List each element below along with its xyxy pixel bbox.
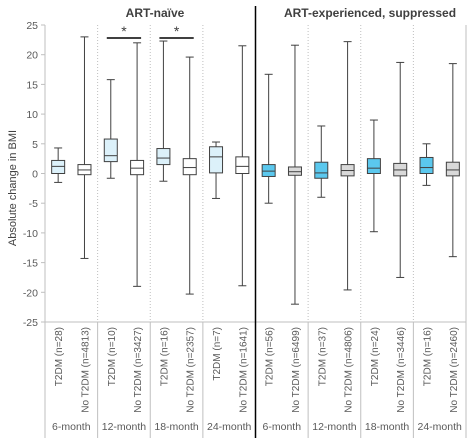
panel-title-art-naive: ART-naïve: [126, 6, 185, 20]
period-label: 18-month: [365, 421, 410, 433]
box-group: [209, 141, 224, 199]
boxes: [51, 36, 460, 305]
box-iqr: [419, 156, 434, 175]
period-labels: 6-month 12-month 18-month 24-month 6-month 12…: [52, 421, 462, 433]
box-iqr: [51, 159, 66, 175]
box-iqr: [235, 156, 250, 174]
box-iqr: [261, 164, 276, 177]
x-category-label: No T2DM (n=2357): [186, 327, 197, 413]
y-tick-label: 25: [26, 20, 38, 32]
box-group: [235, 45, 250, 287]
y-tick-label: -25: [23, 317, 38, 329]
box-iqr: [366, 158, 381, 174]
significance-star: *: [174, 23, 180, 39]
y-tick-label: 15: [26, 79, 38, 91]
box-group: [103, 79, 118, 179]
box-group: [261, 73, 276, 204]
x-category-label: No T2DM (n=6499): [291, 327, 302, 413]
period-label: 6-month: [263, 421, 302, 433]
period-label: 12-month: [312, 421, 357, 433]
box-group: [182, 56, 197, 295]
period-label: 24-month: [207, 421, 252, 433]
period-label: 6-month: [52, 421, 91, 433]
period-label: 24-month: [418, 421, 463, 433]
x-category-label: T2DM (n=16): [159, 327, 170, 386]
x-category-label: No T2DM (n=4813): [80, 327, 91, 413]
x-category-label: T2DM (n=56): [265, 327, 276, 386]
box-group: [419, 143, 434, 186]
x-category-label: T2DM (n=10): [107, 327, 118, 386]
chart-frame: [44, 6, 467, 438]
box-iqr: [287, 166, 302, 176]
y-axis: Absolute change in BMI -25 -20 -15 -10 -5 0 5 1…: [7, 20, 45, 329]
significance-markers: * *: [106, 23, 194, 39]
y-tick-label: 10: [26, 109, 38, 121]
box-group: [340, 41, 355, 291]
box-iqr: [209, 146, 224, 174]
x-category-label: T2DM (n=28): [54, 327, 65, 386]
x-category-label: T2DM (n=37): [317, 327, 328, 386]
x-category-label: T2DM (n=7): [212, 327, 223, 381]
box-iqr: [314, 161, 329, 179]
y-tick-label: -15: [23, 258, 38, 270]
box-group: [156, 40, 171, 182]
significance-star: *: [121, 23, 127, 39]
y-tick-label: 20: [26, 50, 38, 62]
box-group: [287, 44, 302, 305]
box-iqr: [182, 158, 197, 176]
y-tick-label: 5: [32, 139, 38, 151]
x-category-label: T2DM (n=24): [370, 327, 381, 386]
x-category-label: No T2DM (n=4806): [344, 327, 355, 413]
x-category-label: No T2DM (n=3446): [396, 327, 407, 413]
y-tick-label: 0: [32, 169, 38, 181]
box-iqr: [130, 159, 145, 176]
box-group: [314, 125, 329, 198]
x-axis-labels: T2DM (n=28) No T2DM (n=4813) T2DM (n=10) No…: [54, 327, 460, 413]
box-group: [51, 147, 66, 183]
period-label: 12-month: [102, 421, 147, 433]
y-axis-label: Absolute change in BMI: [7, 130, 19, 246]
box-group: [366, 119, 381, 233]
x-category-label: No T2DM (n=2460): [449, 327, 460, 413]
y-tick-label: -20: [23, 287, 38, 299]
panel-titles: ART-naïve ART-experienced, suppressed: [126, 6, 456, 20]
x-category-label: No T2DM (n=3427): [133, 327, 144, 413]
box-group: [77, 36, 92, 259]
panel-title-art-experienced: ART-experienced, suppressed: [284, 6, 456, 20]
y-tick-label: -5: [29, 198, 38, 210]
box-group: [130, 42, 145, 287]
y-tick-label: -10: [23, 228, 38, 240]
x-category-label: No T2DM (n=1641): [238, 327, 249, 413]
period-label: 18-month: [154, 421, 199, 433]
box-group: [393, 61, 408, 278]
box-group: [445, 63, 460, 258]
box-iqr: [156, 148, 171, 166]
box-iqr: [103, 138, 118, 163]
x-category-label: T2DM (n=16): [423, 327, 434, 386]
box-iqr: [445, 161, 460, 177]
